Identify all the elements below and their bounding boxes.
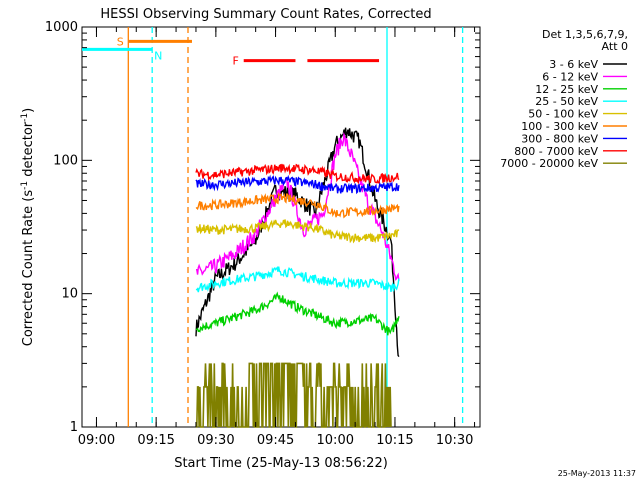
flag-lines (127, 27, 464, 427)
x-tick-label: 09:30 (197, 433, 234, 448)
y-tick-label: 1000 (45, 20, 78, 35)
flag-label: S (117, 35, 124, 48)
y-axis-label-sup2: -1 (20, 113, 30, 122)
series-line (195, 192, 400, 219)
flags: S N F (82, 35, 380, 68)
x-tick-label: 09:45 (257, 433, 294, 448)
series-line (195, 266, 400, 293)
y-tick-label: 1 (70, 420, 78, 435)
series-line (196, 362, 392, 428)
legend-label: 25 - 50 keV (535, 95, 598, 108)
series-layer (195, 127, 400, 428)
legend-header-1: Det 1,3,5,6,7,9, (542, 28, 628, 41)
series-line (195, 174, 400, 195)
flag-label: F (233, 55, 239, 68)
chart-title: HESSI Observing Summary Count Rates, Cor… (100, 7, 431, 22)
legend-header-2: Att 0 (602, 40, 628, 53)
timestamp: 25-May-2013 11:37 (558, 469, 636, 478)
y-axis-label-end: ) (21, 108, 36, 113)
legend-label: 12 - 25 keV (535, 83, 598, 96)
x-tick-label: 09:00 (78, 433, 115, 448)
x-axis-label: Start Time (25-May-13 08:56:22) (174, 456, 388, 471)
y-axis: 1 10 100 1000 (45, 20, 480, 435)
y-tick-label: 100 (53, 153, 78, 168)
legend-label: 300 - 800 keV (521, 132, 598, 145)
x-axis: 09:00 09:15 09:30 09:45 10:00 10:15 10:30 (78, 27, 476, 448)
x-tick-label: 10:00 (317, 433, 354, 448)
legend-label: 6 - 12 keV (542, 70, 598, 83)
y-axis-label-main: Corrected Count Rate (s (21, 190, 36, 347)
series-line (195, 219, 400, 244)
series-line (195, 291, 400, 336)
x-tick-label: 10:30 (436, 433, 473, 448)
y-tick-label: 10 (61, 287, 78, 302)
series-line (195, 127, 400, 357)
legend-label: 7000 - 20000 keV (500, 157, 598, 170)
y-axis-label-mid: detector (21, 121, 36, 181)
x-tick-label: 09:15 (137, 433, 174, 448)
y-axis-label-sup1: -1 (20, 181, 30, 190)
legend-label: 3 - 6 keV (549, 58, 598, 71)
series-line (196, 131, 400, 282)
legend-label: 100 - 300 keV (521, 120, 598, 133)
legend-label: 50 - 100 keV (528, 108, 598, 121)
series-line (195, 163, 400, 185)
flag-label: N (154, 49, 162, 62)
legend-label: 800 - 7000 keV (514, 145, 598, 158)
x-tick-label: 10:15 (376, 433, 413, 448)
y-axis-label: Corrected Count Rate (s-1 detector-1) (20, 108, 36, 346)
